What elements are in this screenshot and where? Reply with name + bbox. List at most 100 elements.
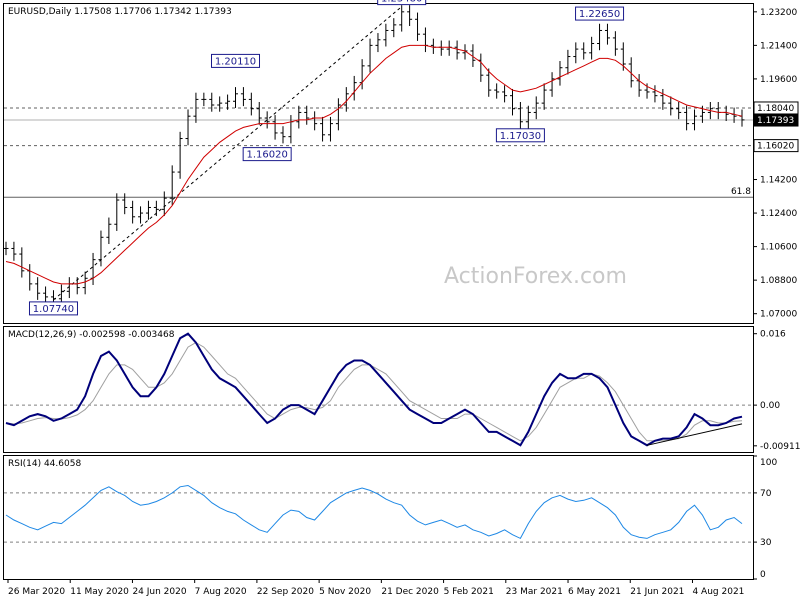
- price-bar: [280, 126, 286, 144]
- price-callout: 1.07740: [28, 301, 78, 316]
- price-bar: [130, 200, 136, 224]
- price-callout-box: [211, 53, 261, 68]
- price-bar: [533, 96, 539, 120]
- price-bar: [256, 102, 262, 125]
- price-bar: [327, 116, 333, 142]
- price-y-tick-label: 1.14200: [760, 176, 797, 186]
- macd-panel-frame: [3, 326, 754, 453]
- x-tick-label: 11 May 2020: [70, 587, 129, 597]
- price-bar: [383, 23, 389, 47]
- macd-panel-title: MACD(12,26,9) -0.002598 -0.003468: [8, 330, 175, 340]
- price-bar: [628, 57, 634, 88]
- macd-y-tick-label: 0.00: [760, 401, 780, 411]
- x-tick-label: 21 Dec 2020: [381, 587, 439, 597]
- price-bar: [557, 61, 563, 86]
- price-y-tick-label: 1.23200: [760, 8, 797, 18]
- price-callout: 1.16020: [242, 147, 292, 162]
- x-tick-label: 7 Aug 2020: [195, 587, 247, 597]
- price-bar: [589, 36, 595, 60]
- macd-y-tick-label: -0.009116: [760, 442, 800, 452]
- x-tick-label: 6 May 2021: [568, 587, 621, 597]
- price-bar: [502, 85, 508, 103]
- price-bar: [597, 23, 603, 51]
- price-bar: [177, 131, 183, 179]
- price-bar: [399, 5, 405, 32]
- rising-trendline: [53, 6, 403, 301]
- price-y-tick-label: 1.10600: [760, 243, 797, 253]
- price-trendline: [53, 6, 403, 301]
- price-callout-box: [377, 0, 427, 6]
- price-callout-label: 1.23480: [381, 0, 422, 5]
- price-bar: [169, 165, 175, 205]
- rsi-y-tick-label: 30: [760, 538, 772, 548]
- price-bar: [407, 5, 413, 26]
- price-bar: [541, 83, 547, 110]
- price-bar: [525, 105, 531, 129]
- price-bar: [343, 87, 349, 112]
- x-tick-label: 21 Jun 2021: [630, 587, 684, 597]
- price-bars: [3, 5, 745, 306]
- price-y-tick-label: 1.12400: [760, 209, 797, 219]
- price-bar: [233, 87, 239, 108]
- price-callout-box: [242, 147, 292, 162]
- price-tag-label: 1.16020: [757, 142, 794, 152]
- price-bar: [114, 193, 120, 231]
- price-callout: 1.20110: [211, 53, 261, 68]
- price-tag-box: [753, 113, 799, 127]
- price-bar: [240, 87, 246, 107]
- price-y-tick-label: 1.08800: [760, 276, 797, 286]
- price-bar: [470, 44, 476, 67]
- price-bar: [11, 241, 17, 261]
- price-bar: [185, 109, 191, 146]
- price-bar: [312, 111, 318, 131]
- price-bar: [98, 230, 104, 267]
- price-bar: [739, 109, 745, 127]
- macd-y-axis: 0.016 0.00 -0.009116: [753, 330, 800, 452]
- x-tick-label: 24 Jun 2020: [132, 587, 186, 597]
- price-bar: [225, 94, 231, 110]
- price-bar: [288, 115, 294, 144]
- price-callouts: 1.07740 1.20110 1.16020 1.23480 1.17030 1.226…: [28, 0, 625, 316]
- price-bar: [3, 241, 9, 256]
- price-bar: [296, 105, 302, 129]
- price-bar: [652, 85, 658, 103]
- price-bar: [565, 49, 571, 75]
- rsi-line: [5, 484, 743, 540]
- price-bar: [478, 53, 484, 82]
- price-bar: [248, 92, 254, 116]
- moving-average-line: [5, 44, 743, 285]
- rsi-y-tick-label: 70: [760, 489, 772, 499]
- price-callout: 1.17030: [495, 128, 545, 143]
- x-tick-label: 23 Mar 2021: [506, 587, 563, 597]
- price-bar: [415, 12, 421, 41]
- price-bar: [486, 68, 492, 97]
- price-bar: [692, 109, 698, 131]
- price-bar: [138, 206, 144, 224]
- price-bar: [43, 286, 49, 304]
- price-bar: [676, 102, 682, 120]
- fib-level-label: 61.8: [731, 187, 751, 197]
- price-bar: [422, 27, 428, 53]
- price-bar: [351, 75, 357, 101]
- price-bar: [509, 88, 515, 116]
- price-bar: [604, 23, 610, 45]
- rsi-y-axis: 100 70 30 0: [753, 455, 777, 580]
- watermark: ActionForex.com: [444, 264, 627, 289]
- rsi-panel-title: RSI(14) 44.6058: [8, 459, 81, 469]
- price-bar: [217, 96, 223, 112]
- price-bar: [660, 88, 666, 110]
- price-y-axis: 1.232001.214001.196001.178001.160001.142…: [731, 8, 799, 320]
- price-y-tick-label: 1.07000: [760, 310, 797, 320]
- price-bar: [35, 277, 41, 300]
- price-bar: [636, 74, 642, 97]
- price-bar: [201, 92, 207, 107]
- price-bar: [612, 31, 618, 56]
- rsi-y-tick-label: 0: [760, 570, 766, 580]
- price-bar: [446, 40, 452, 56]
- price-bar: [549, 72, 555, 97]
- price-bar: [335, 98, 341, 131]
- x-tick-label: 5 Feb 2021: [444, 587, 494, 597]
- price-callout-label: 1.20110: [215, 56, 256, 67]
- price-callout-box: [575, 6, 625, 21]
- price-bar: [122, 193, 128, 215]
